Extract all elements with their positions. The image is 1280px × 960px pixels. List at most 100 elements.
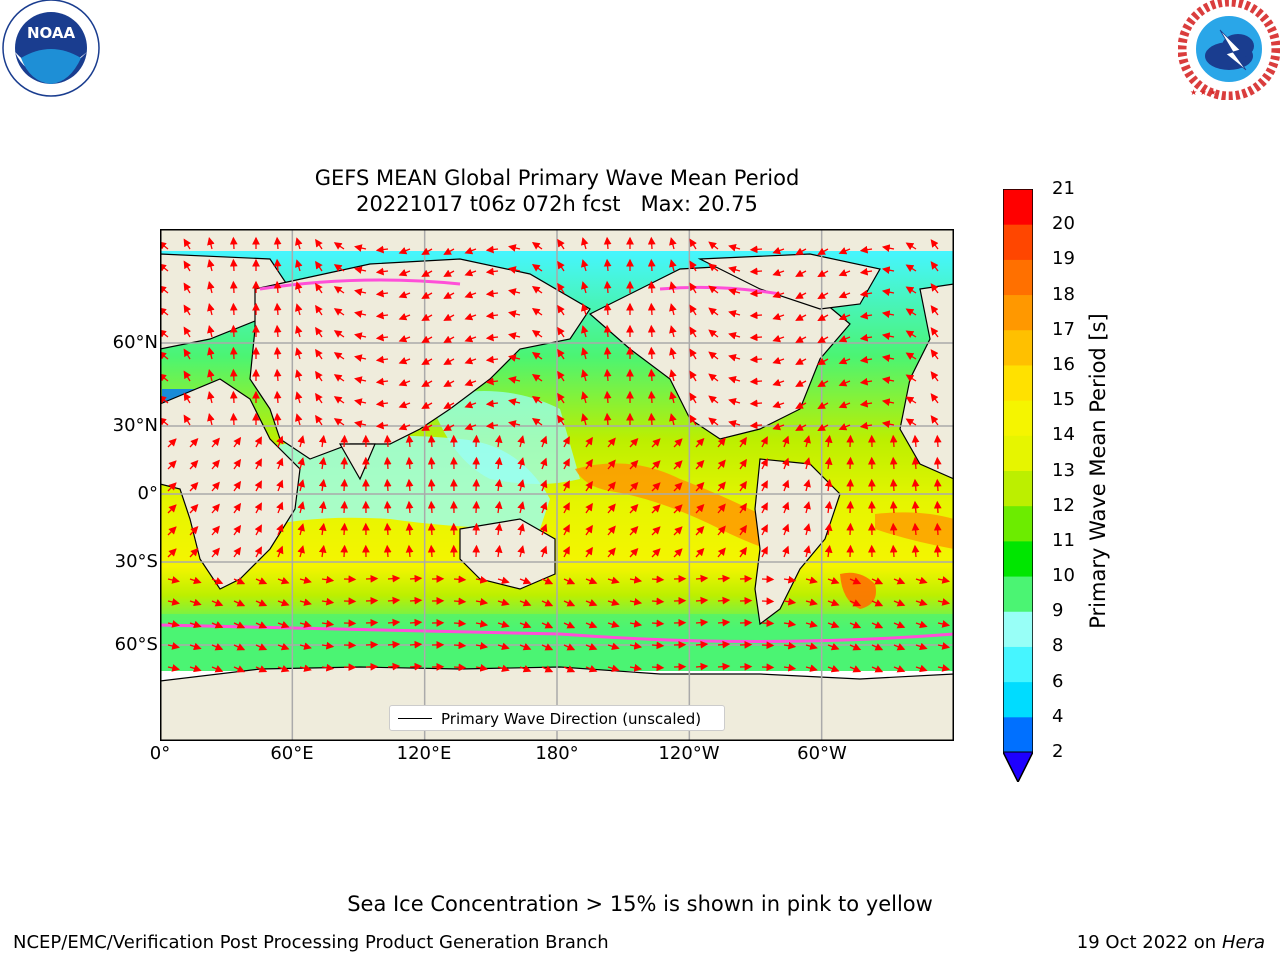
- wave-direction-arrow: [398, 356, 411, 365]
- wave-direction-arrow: [838, 247, 851, 255]
- wave-direction-arrow: [905, 418, 917, 426]
- wave-direction-arrow: [772, 246, 785, 255]
- wave-direction-arrow: [497, 642, 510, 651]
- wave-direction-arrow: [189, 482, 199, 492]
- wave-direction-arrow: [580, 391, 589, 404]
- wave-direction-arrow: [539, 435, 548, 448]
- wave-direction-arrow: [485, 311, 499, 320]
- wave-direction-arrow: [585, 436, 593, 448]
- wave-direction-arrow: [475, 663, 489, 672]
- wave-direction-arrow: [315, 260, 323, 272]
- wave-direction-arrow: [375, 333, 389, 342]
- wave-direction-arrow: [494, 544, 503, 558]
- wave-direction-arrow: [211, 643, 224, 651]
- wave-direction-arrow: [494, 522, 503, 536]
- wave-direction-arrow: [340, 456, 349, 470]
- wave-direction-arrow: [911, 522, 920, 536]
- wave-direction-arrow: [629, 575, 643, 584]
- wave-direction-arrow: [803, 545, 811, 558]
- wave-direction-arrow: [911, 456, 920, 470]
- wave-direction-arrow: [603, 302, 612, 316]
- wave-direction-arrow: [772, 312, 785, 321]
- wave-direction-arrow: [189, 548, 199, 558]
- wave-direction-arrow: [930, 239, 939, 250]
- wave-direction-arrow: [233, 458, 242, 470]
- wave-direction-arrow: [211, 459, 220, 470]
- wave-direction-arrow: [629, 619, 643, 628]
- wave-direction-arrow: [849, 643, 862, 651]
- wave-direction-arrow: [315, 238, 323, 250]
- wave-direction-arrow: [717, 459, 726, 470]
- wave-direction-arrow: [295, 303, 303, 316]
- wave-direction-arrow: [859, 421, 873, 430]
- x-tick-label: 180°: [535, 743, 579, 764]
- wave-direction-arrow: [689, 260, 697, 272]
- wave-direction-arrow: [838, 401, 851, 409]
- wave-direction-arrow: [717, 596, 731, 605]
- wave-direction-arrow: [717, 640, 731, 649]
- wave-direction-arrow: [276, 479, 284, 492]
- wave-direction-arrow: [817, 423, 829, 432]
- wave-direction-arrow: [443, 423, 455, 431]
- wave-direction-arrow: [277, 620, 290, 629]
- wave-direction-arrow: [827, 598, 840, 607]
- wave-direction-arrow: [333, 418, 345, 426]
- wave-direction-arrow: [539, 501, 548, 514]
- wave-direction-arrow: [233, 665, 246, 673]
- wave-direction-arrow: [849, 665, 862, 673]
- wave-direction-arrow: [795, 247, 807, 255]
- wave-direction-arrow: [340, 544, 349, 558]
- wave-direction-arrow: [824, 544, 833, 558]
- wave-direction-arrow: [299, 664, 312, 672]
- wave-direction-arrow: [295, 391, 303, 404]
- colorbar-under-extension: [1003, 751, 1033, 782]
- x-tick-label: 60°E: [270, 743, 314, 764]
- colorbar-segment: [1003, 364, 1033, 401]
- wave-direction-arrow: [911, 544, 920, 558]
- wave-direction-arrow: [585, 643, 598, 651]
- wave-direction-arrow: [563, 621, 576, 629]
- wave-direction-arrow: [651, 575, 665, 584]
- wave-direction-arrow: [881, 398, 895, 407]
- wave-direction-arrow: [772, 356, 785, 365]
- wave-direction-arrow: [421, 401, 433, 409]
- wave-direction-arrow: [233, 436, 242, 448]
- wave-direction-arrow: [508, 310, 521, 318]
- wave-direction-arrow: [647, 368, 656, 382]
- wave-direction-arrow: [211, 621, 224, 629]
- wave-direction-arrow: [562, 546, 570, 558]
- wave-direction-arrow: [315, 392, 323, 404]
- wave-direction-arrow: [772, 378, 785, 387]
- colorbar-tick-label: 18: [1052, 283, 1075, 305]
- wave-direction-arrow: [297, 457, 305, 470]
- wave-direction-arrow: [340, 478, 349, 492]
- wave-direction-arrow: [497, 620, 510, 629]
- wave-direction-arrow: [295, 237, 303, 250]
- wave-direction-arrow: [211, 437, 220, 448]
- wave-direction-arrow: [497, 664, 510, 673]
- colorbar-tick-label: 13: [1052, 459, 1075, 481]
- wave-direction-arrow: [229, 412, 238, 426]
- wave-direction-arrow: [838, 423, 851, 431]
- wave-direction-arrow: [562, 458, 570, 470]
- wave-direction-arrow: [398, 290, 411, 299]
- wave-direction-arrow: [689, 282, 697, 294]
- wave-direction-arrow: [375, 245, 389, 254]
- colorbar-segment: [1003, 224, 1033, 260]
- land: [160, 229, 954, 741]
- wave-direction-arrow: [859, 245, 873, 254]
- colorbar-tick-label: 14: [1052, 424, 1075, 446]
- wave-direction-arrow: [881, 310, 895, 319]
- wave-direction-arrow: [277, 664, 290, 673]
- x-tick-label: 120°E: [396, 743, 452, 764]
- wave-direction-arrow: [183, 304, 192, 316]
- wave-direction-arrow: [409, 662, 423, 671]
- wave-direction-arrow: [915, 598, 928, 607]
- wave-direction-arrow: [405, 522, 414, 536]
- wave-direction-arrow: [472, 456, 481, 470]
- wave-direction-arrow: [783, 575, 797, 584]
- wave-direction-arrow: [167, 642, 180, 650]
- wave-direction-arrow: [297, 501, 305, 514]
- colorbar-tick-label: 11: [1052, 529, 1075, 551]
- wave-direction-arrow: [207, 347, 215, 360]
